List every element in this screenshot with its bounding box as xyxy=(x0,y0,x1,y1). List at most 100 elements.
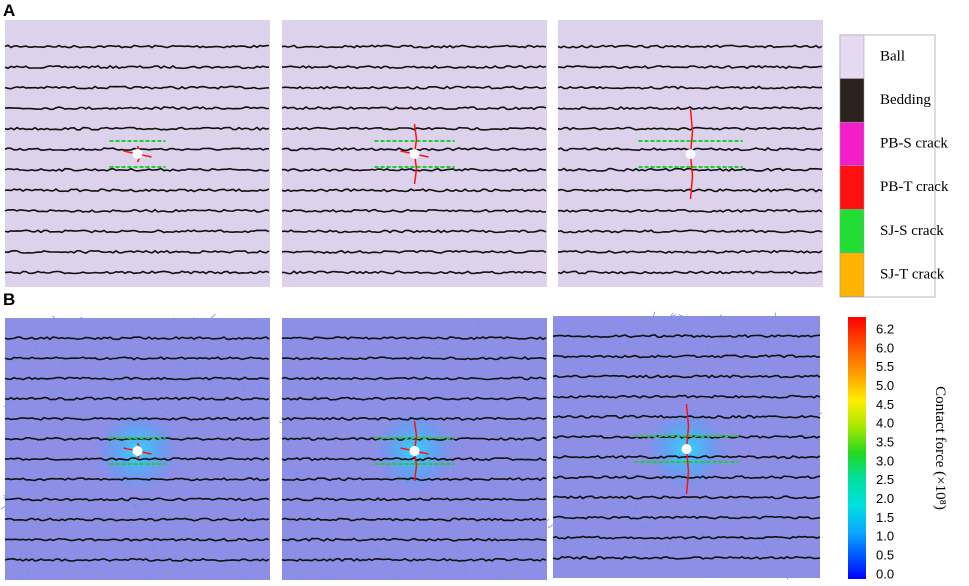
force-chain xyxy=(512,535,517,540)
colorbar-label: 4.0 xyxy=(876,416,894,431)
borehole xyxy=(132,446,143,456)
force-chain xyxy=(169,363,173,367)
force-chain xyxy=(486,528,489,530)
force-chain xyxy=(513,436,516,439)
bedding-line xyxy=(281,497,547,502)
simulation-panel xyxy=(557,20,823,287)
force-chain xyxy=(699,337,703,343)
force-chain xyxy=(31,505,37,511)
colorbar-label: 6.2 xyxy=(876,321,894,336)
force-chain xyxy=(50,465,56,468)
force-chain xyxy=(603,385,607,388)
colorbar-label: 0.0 xyxy=(876,566,894,581)
force-chain xyxy=(48,490,51,494)
force-chain xyxy=(758,352,761,354)
force-chain xyxy=(629,366,633,370)
force-chain xyxy=(814,423,818,428)
force-chain xyxy=(370,501,372,505)
force-chain xyxy=(707,318,713,323)
force-chain xyxy=(654,488,657,493)
bedding-line xyxy=(281,106,547,111)
force-chain xyxy=(721,344,726,349)
force-chain xyxy=(547,524,554,529)
bedding-line xyxy=(4,44,270,49)
force-chain xyxy=(540,403,545,408)
force-chain xyxy=(601,357,606,361)
force-chain xyxy=(515,328,519,332)
force-chain xyxy=(195,533,201,537)
force-chain xyxy=(210,454,214,457)
force-chain xyxy=(734,331,738,335)
force-chain xyxy=(758,464,763,467)
force-chain xyxy=(3,494,9,500)
force-chain xyxy=(186,399,191,404)
force-chain xyxy=(444,380,447,386)
force-chain xyxy=(130,331,134,337)
force-chain xyxy=(474,354,477,357)
force-chain xyxy=(735,498,741,503)
force-chain xyxy=(415,523,421,527)
force-chain xyxy=(400,500,405,503)
legend-swatch xyxy=(839,121,865,167)
force-chain xyxy=(185,382,188,384)
legend-label: SJ-T crack xyxy=(880,266,945,282)
panel-label: A xyxy=(3,1,15,20)
force-chain xyxy=(294,549,298,555)
force-chain xyxy=(326,436,330,439)
simulation-panel xyxy=(0,313,270,580)
bedding-line xyxy=(557,229,823,234)
bedding-line xyxy=(557,270,823,275)
force-chain xyxy=(66,520,71,526)
force-chain xyxy=(64,535,68,539)
force-chain xyxy=(377,527,380,533)
bedding-line xyxy=(281,229,547,234)
force-chain xyxy=(452,423,456,426)
force-chain xyxy=(363,460,369,466)
force-chain xyxy=(371,402,377,405)
force-chain xyxy=(390,562,396,565)
force-chain xyxy=(303,387,309,391)
force-chain xyxy=(192,441,194,447)
force-chain xyxy=(209,380,212,386)
force-chain xyxy=(459,549,462,552)
force-chain xyxy=(217,462,220,464)
colorbar-label: 6.0 xyxy=(876,340,894,355)
force-chain xyxy=(463,498,469,504)
force-chain xyxy=(298,492,302,496)
legend-swatch xyxy=(839,34,865,79)
force-chain xyxy=(542,362,545,365)
simulation-panel xyxy=(279,318,550,580)
force-chain xyxy=(525,459,529,464)
force-chain xyxy=(705,503,708,507)
force-chain xyxy=(23,540,28,545)
force-chain xyxy=(92,495,97,499)
force-chain xyxy=(121,323,125,326)
force-chain xyxy=(660,357,663,362)
force-chain xyxy=(243,332,247,335)
force-chain xyxy=(166,506,168,508)
force-chain xyxy=(506,412,510,417)
force-chain xyxy=(777,522,780,525)
bedding-line xyxy=(557,167,823,172)
simulation-panel xyxy=(547,311,823,580)
bedding-line xyxy=(552,475,821,480)
force-chain xyxy=(795,404,799,410)
force-chain xyxy=(134,502,139,509)
force-chain xyxy=(338,413,340,417)
bedding-line xyxy=(552,535,821,540)
force-chain xyxy=(61,392,67,395)
legend-label: Ball xyxy=(880,48,905,64)
force-chain xyxy=(373,319,377,322)
force-chain xyxy=(589,479,594,485)
force-chain xyxy=(498,488,501,491)
force-chain xyxy=(19,550,24,556)
force-chain xyxy=(578,527,580,530)
force-chain xyxy=(346,549,351,552)
bedding-line xyxy=(552,495,821,500)
force-chain xyxy=(459,474,463,478)
force-chain xyxy=(803,432,809,437)
force-chain xyxy=(775,479,779,483)
force-chain xyxy=(33,344,37,347)
colorbar-label: 0.5 xyxy=(876,548,894,563)
